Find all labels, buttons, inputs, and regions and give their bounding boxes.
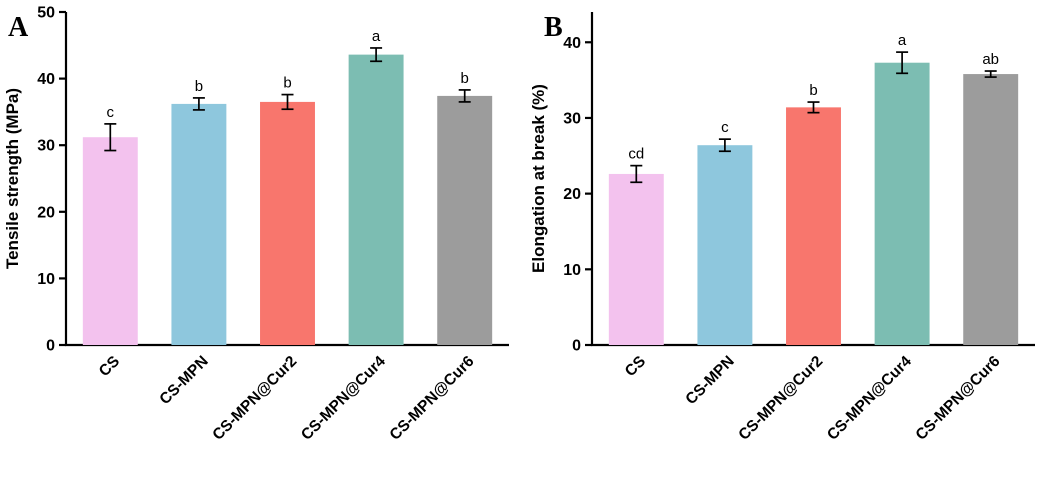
x-category-label: CS-MPN@Cur4 — [824, 353, 915, 444]
x-category-label: CS-MPN — [156, 353, 211, 408]
sig-label: ab — [982, 51, 999, 68]
sig-label: a — [372, 28, 381, 45]
y-tick-label: 10 — [563, 262, 581, 279]
sig-label: b — [283, 75, 291, 92]
sig-label: cd — [628, 146, 644, 163]
sig-label: c — [107, 104, 115, 121]
bar-CS-MPN@Cur6 — [963, 74, 1019, 346]
x-category-label: CS-MPN@Cur6 — [387, 353, 478, 444]
bar-CS-MPN@Cur2 — [260, 101, 315, 345]
x-category-label: CS-MPN@Cur4 — [298, 353, 389, 444]
sig-label: b — [461, 70, 469, 87]
y-tick-label: 30 — [563, 110, 581, 127]
y-tick-label: 50 — [37, 5, 55, 22]
bar-CS — [608, 173, 664, 345]
y-axis-title: Elongation at break (%) — [529, 84, 548, 273]
bar-CS-MPN — [697, 145, 753, 345]
sig-label: b — [195, 78, 203, 95]
y-tick-label: 0 — [46, 338, 55, 355]
chart-panel-b: 0 10 20 30 40 Elongation at break (%) Bcd CS c CS… — [529, 12, 1035, 444]
x-category-label: CS-MPN@Cur2 — [209, 353, 300, 444]
y-tick-label: 40 — [563, 35, 581, 52]
sig-label: b — [809, 82, 817, 99]
bar-CS-MPN@Cur6 — [437, 95, 493, 345]
x-category-label: CS-MPN@Cur2 — [735, 353, 826, 444]
x-category-label: CS — [96, 353, 123, 380]
bar-CS-MPN@Cur4 — [348, 54, 404, 346]
bar-CS — [82, 137, 138, 345]
y-tick-label: 10 — [37, 271, 55, 288]
x-category-label: CS — [622, 353, 649, 380]
panel-label: A — [8, 12, 29, 43]
y-tick-label: 30 — [37, 138, 55, 155]
panel-label: B — [544, 12, 563, 43]
bar-CS-MPN@Cur2 — [786, 107, 841, 345]
sig-label: c — [721, 119, 729, 136]
chart-panel-a: 0 10 20 30 40 50 Tensile strength (MPa) Ac CS b CS… — [3, 5, 509, 444]
bar-CS-MPN@Cur4 — [874, 62, 930, 345]
bar-CS-MPN — [171, 103, 227, 346]
y-tick-label: 0 — [572, 338, 581, 355]
x-category-label: CS-MPN@Cur6 — [913, 353, 1004, 444]
y-tick-label: 40 — [37, 71, 55, 88]
y-tick-label: 20 — [37, 204, 55, 221]
y-tick-label: 20 — [563, 186, 581, 203]
y-axis-title: Tensile strength (MPa) — [3, 88, 22, 269]
sig-label: a — [898, 32, 907, 49]
x-category-label: CS-MPN — [682, 353, 737, 408]
